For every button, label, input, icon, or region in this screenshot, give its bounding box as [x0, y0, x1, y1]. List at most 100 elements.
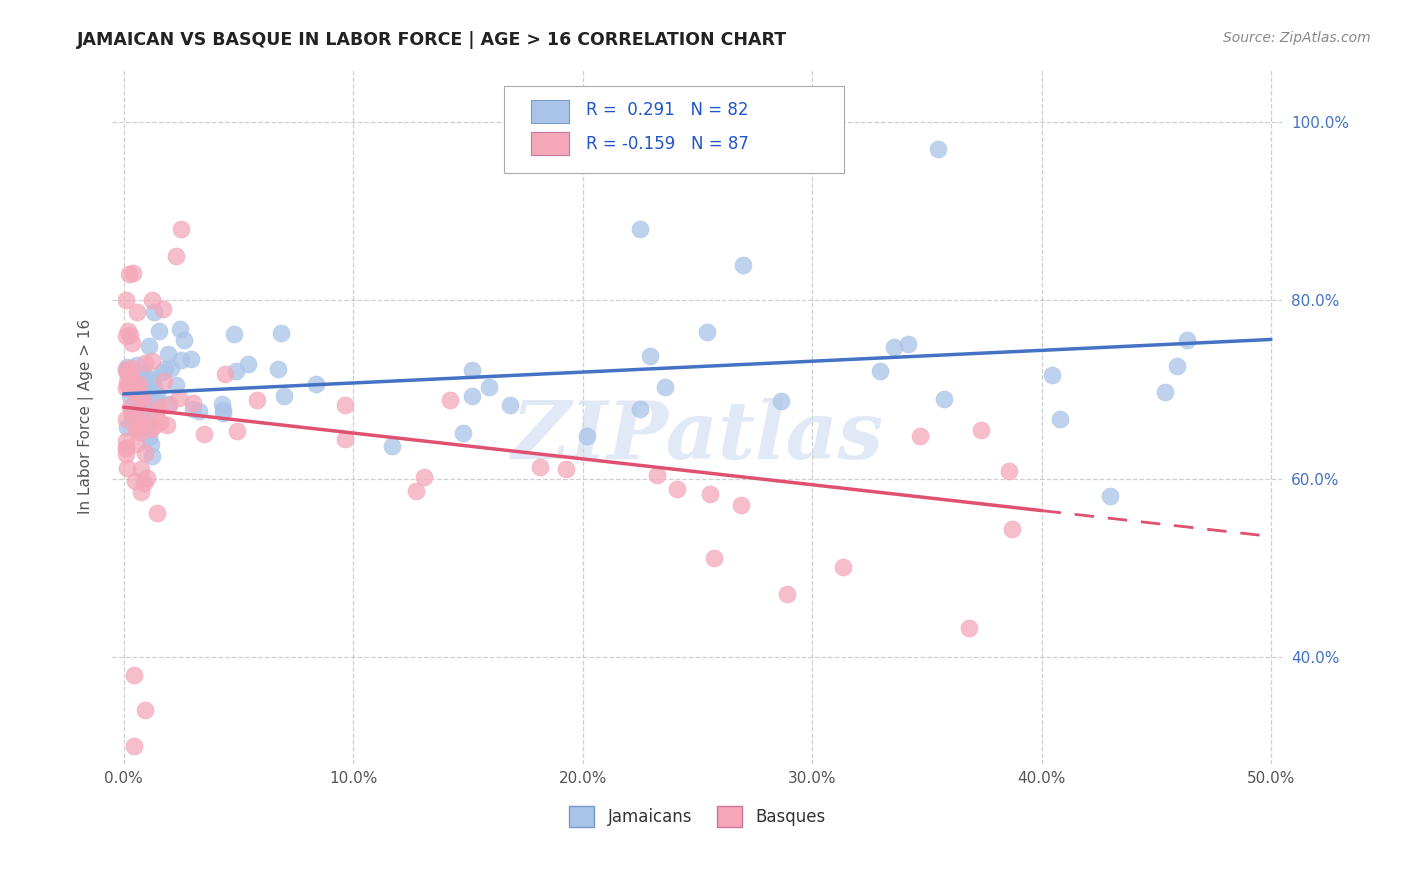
- Point: [908, 429, 931, 443]
- Point: [121, 336, 143, 351]
- Point: [132, 372, 155, 386]
- Point: [148, 324, 170, 338]
- Point: [129, 462, 152, 476]
- Point: [143, 419, 166, 434]
- Point: [628, 222, 651, 236]
- Point: [125, 386, 148, 401]
- Point: [118, 380, 141, 394]
- Point: [246, 393, 269, 408]
- Point: [132, 371, 155, 385]
- Point: [333, 398, 356, 412]
- Point: [138, 396, 160, 410]
- Point: [139, 422, 162, 436]
- Point: [121, 409, 143, 424]
- Point: [122, 667, 145, 681]
- Point: [134, 356, 156, 370]
- Point: [703, 550, 725, 565]
- Point: [121, 408, 143, 422]
- Point: [129, 425, 152, 440]
- Point: [1040, 368, 1063, 383]
- Point: [165, 249, 187, 263]
- Point: [333, 432, 356, 446]
- Point: [529, 459, 551, 474]
- Point: [115, 381, 138, 395]
- Text: R = -0.159   N = 87: R = -0.159 N = 87: [586, 135, 749, 153]
- Point: [478, 379, 501, 393]
- Point: [127, 402, 149, 417]
- Point: [645, 467, 668, 482]
- Point: [118, 328, 141, 343]
- Point: [927, 142, 949, 156]
- Point: [267, 361, 290, 376]
- Point: [998, 464, 1021, 478]
- Point: [576, 429, 599, 443]
- Point: [152, 302, 174, 317]
- Point: [270, 326, 292, 340]
- Point: [125, 437, 148, 451]
- Point: [957, 622, 980, 636]
- Point: [127, 305, 149, 319]
- Point: [134, 446, 156, 460]
- Point: [932, 392, 955, 407]
- Point: [115, 441, 138, 455]
- Point: [1166, 359, 1188, 373]
- Point: [118, 388, 141, 402]
- Legend: Jamaicans, Basques: Jamaicans, Basques: [562, 799, 832, 833]
- Point: [115, 360, 138, 375]
- Point: [118, 400, 141, 414]
- Point: [170, 222, 193, 236]
- Point: [167, 391, 190, 405]
- Point: [115, 434, 138, 448]
- Point: [145, 392, 167, 407]
- Point: [115, 293, 138, 308]
- Point: [122, 409, 145, 423]
- Point: [461, 389, 484, 403]
- Point: [439, 393, 461, 408]
- Point: [733, 258, 755, 272]
- Point: [124, 386, 146, 401]
- Point: [115, 419, 138, 434]
- Point: [159, 397, 181, 411]
- Point: [141, 293, 163, 307]
- Point: [150, 366, 173, 380]
- Point: [143, 381, 166, 395]
- Point: [155, 362, 177, 376]
- Point: [236, 357, 259, 371]
- Point: [128, 376, 150, 391]
- Point: [628, 402, 651, 417]
- Point: [138, 339, 160, 353]
- Point: [115, 361, 138, 376]
- Text: ZIPatlas: ZIPatlas: [512, 398, 883, 475]
- Point: [212, 403, 235, 417]
- Point: [141, 353, 163, 368]
- Point: [125, 378, 148, 392]
- Point: [129, 407, 152, 421]
- Point: [156, 418, 179, 433]
- Point: [165, 377, 187, 392]
- Point: [128, 380, 150, 394]
- Point: [131, 376, 153, 390]
- Point: [115, 442, 138, 456]
- Point: [696, 325, 718, 339]
- Bar: [531, 133, 568, 155]
- Point: [1099, 489, 1122, 503]
- Text: Source: ZipAtlas.com: Source: ZipAtlas.com: [1223, 31, 1371, 45]
- Point: [897, 336, 920, 351]
- Point: [132, 392, 155, 406]
- Point: [132, 366, 155, 380]
- Point: [173, 333, 195, 347]
- Point: [273, 389, 295, 403]
- Point: [1175, 334, 1198, 348]
- Point: [131, 368, 153, 383]
- Point: [127, 393, 149, 408]
- Point: [143, 305, 166, 319]
- Point: [127, 421, 149, 435]
- Point: [776, 587, 799, 601]
- Point: [169, 322, 191, 336]
- Point: [139, 437, 162, 451]
- Point: [115, 447, 138, 461]
- Point: [730, 498, 752, 512]
- Point: [124, 474, 146, 488]
- Point: [214, 367, 236, 381]
- Point: [180, 351, 202, 366]
